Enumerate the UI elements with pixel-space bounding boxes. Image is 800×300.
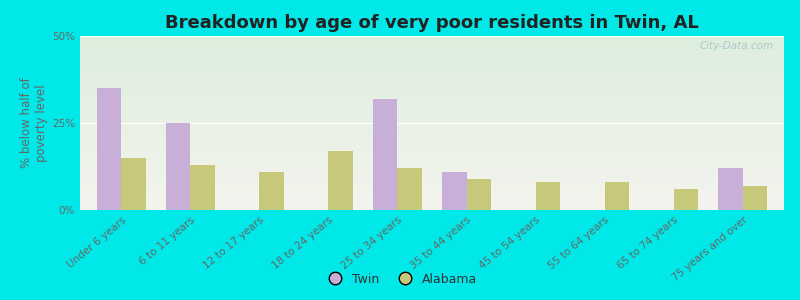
Text: City-Data.com: City-Data.com — [699, 41, 774, 51]
Bar — [374, 99, 398, 210]
Bar — [98, 88, 122, 210]
Y-axis label: % below half of
poverty level: % below half of poverty level — [20, 78, 48, 168]
Bar — [605, 182, 629, 210]
Bar — [259, 172, 284, 210]
Bar — [442, 172, 466, 210]
Bar — [718, 168, 742, 210]
Bar — [398, 168, 422, 210]
Bar — [466, 179, 490, 210]
Bar — [190, 165, 214, 210]
Bar — [166, 123, 190, 210]
Bar — [329, 151, 353, 210]
Title: Breakdown by age of very poor residents in Twin, AL: Breakdown by age of very poor residents … — [165, 14, 699, 32]
Bar — [535, 182, 560, 210]
Legend: Twin, Alabama: Twin, Alabama — [318, 268, 482, 291]
Bar — [674, 189, 698, 210]
Bar — [122, 158, 146, 210]
Bar — [742, 186, 766, 210]
